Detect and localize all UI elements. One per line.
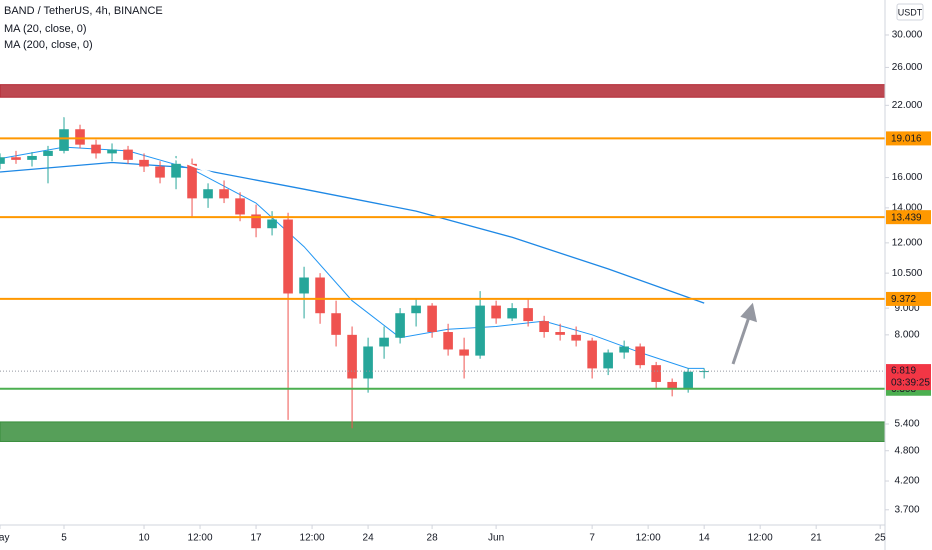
candle-body <box>443 332 453 350</box>
axes: 3.700 4.200 4.800 5.400 8.000 9.000 10.500 12.0… <box>0 30 931 544</box>
x-tick-label: 12:00 <box>636 533 661 544</box>
candle-body <box>347 334 357 379</box>
x-tick-label: 12:00 <box>748 533 773 544</box>
candle-body <box>315 277 325 314</box>
price-level-tag <box>886 291 931 306</box>
candle-body <box>0 157 5 164</box>
candle-body <box>267 219 277 229</box>
x-tick-label: May <box>0 533 9 544</box>
candle-body <box>395 313 405 338</box>
y-tick-label: 10.500 <box>892 268 923 279</box>
x-tick-label: 7 <box>589 533 595 544</box>
price-level-label: 9.372 <box>891 294 916 305</box>
candle-body <box>555 332 565 335</box>
y-tick-label: 14.000 <box>892 203 923 214</box>
current-price-tag <box>886 364 931 391</box>
y-tick-label: 12.000 <box>892 237 923 248</box>
candle-body <box>507 308 517 319</box>
candle-body <box>123 149 133 160</box>
zone <box>0 84 885 98</box>
candle-body <box>667 381 677 390</box>
x-tick-label: Jun <box>488 533 504 544</box>
arrow-annotation <box>731 302 758 365</box>
plot-area <box>0 84 885 442</box>
price-level-tag <box>886 131 931 146</box>
moving-average <box>0 161 705 304</box>
candle-body <box>171 163 181 178</box>
candle-body <box>539 321 549 333</box>
candle-body <box>11 157 21 160</box>
candle-body <box>187 163 197 199</box>
y-tick-label: 22.000 <box>892 100 923 111</box>
y-tick-label: 4.200 <box>894 476 919 487</box>
zone <box>0 421 885 442</box>
candle-body <box>363 346 373 379</box>
x-tick-label: 17 <box>250 533 262 544</box>
candle-body <box>139 159 149 167</box>
x-tick-label: 28 <box>427 533 439 544</box>
y-tick-label: 3.700 <box>894 504 919 515</box>
x-tick-label: 10 <box>138 533 150 544</box>
x-tick-label: 12:00 <box>188 533 213 544</box>
candle-body <box>235 198 245 215</box>
countdown-label: 03:39:25 <box>891 378 930 389</box>
candle-body <box>603 352 613 369</box>
candle-body <box>491 305 501 319</box>
candle-body <box>283 219 293 294</box>
candle-body <box>59 129 69 151</box>
currency-label[interactable]: USDT <box>898 7 923 17</box>
y-tick-label: 5.400 <box>894 419 919 430</box>
candle-body <box>619 346 629 353</box>
x-tick-label: 14 <box>699 533 711 544</box>
price-level-label: 13.439 <box>891 212 922 223</box>
y-tick-label: 8.000 <box>894 329 919 340</box>
candle-body <box>699 371 709 373</box>
candle-body <box>43 150 53 156</box>
y-tick-label: 9.000 <box>894 303 919 314</box>
x-tick-label: 21 <box>811 533 823 544</box>
candle-body <box>155 166 165 178</box>
y-tick-label: 16.000 <box>892 172 923 183</box>
y-tick-label: 4.800 <box>894 445 919 456</box>
trendline <box>54 111 846 418</box>
candle-body <box>379 337 389 347</box>
candle-body <box>251 214 261 229</box>
y-tick-label: 30.000 <box>892 30 923 41</box>
candle-body <box>27 155 37 160</box>
x-tick-label: 12:00 <box>300 533 325 544</box>
price-level-tag <box>886 210 931 225</box>
candle-body <box>427 305 437 333</box>
candle-body <box>571 334 581 341</box>
chart-title: BAND / TetherUS, 4h, BINANCE <box>4 5 163 17</box>
candle-body <box>107 149 117 154</box>
legend-entry: MA (20, close, 0) <box>4 23 87 35</box>
currency-box[interactable] <box>896 3 924 21</box>
legend-entry: MA (200, close, 0) <box>4 39 93 51</box>
x-tick-label: 24 <box>363 533 375 544</box>
candle-body <box>523 308 533 322</box>
current-price-label: 6.819 <box>891 366 916 377</box>
price-level-label: 19.016 <box>891 134 922 145</box>
x-tick-label: 25 <box>875 533 887 544</box>
candle-body <box>683 371 693 390</box>
candle-body <box>651 365 661 382</box>
candle-body <box>411 305 421 314</box>
candle-body <box>635 346 645 366</box>
candle-body <box>587 340 597 369</box>
candle-body <box>475 305 485 356</box>
candle-body <box>203 189 213 199</box>
candle-body <box>299 277 309 294</box>
candle-body <box>331 313 341 335</box>
y-tick-label: 26.000 <box>892 62 923 73</box>
candle-body <box>75 129 85 145</box>
candle-body <box>459 349 469 356</box>
candle-body <box>219 189 229 199</box>
x-tick-label: 5 <box>61 533 67 544</box>
candle-body <box>91 144 101 154</box>
